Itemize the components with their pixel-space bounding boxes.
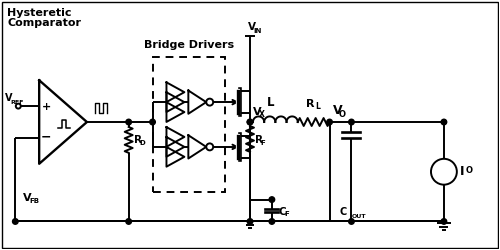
- Text: R: R: [255, 135, 263, 145]
- Text: Bridge Drivers: Bridge Drivers: [144, 40, 234, 50]
- Circle shape: [150, 119, 156, 125]
- Text: F: F: [284, 211, 289, 217]
- Text: V: V: [332, 104, 342, 117]
- Text: +: +: [42, 102, 51, 112]
- Circle shape: [431, 159, 457, 185]
- Text: O: O: [466, 166, 473, 175]
- Text: R: R: [306, 99, 314, 109]
- Text: X: X: [258, 110, 264, 119]
- Circle shape: [247, 119, 253, 125]
- Text: I: I: [460, 165, 464, 178]
- Circle shape: [12, 219, 18, 224]
- Circle shape: [441, 219, 446, 224]
- Text: R: R: [134, 135, 141, 145]
- Circle shape: [441, 119, 446, 125]
- Circle shape: [327, 119, 332, 125]
- Circle shape: [247, 119, 253, 125]
- Text: V: V: [6, 93, 13, 103]
- Text: D: D: [139, 140, 145, 146]
- Text: C: C: [279, 206, 286, 216]
- Text: V: V: [24, 192, 32, 202]
- Circle shape: [16, 104, 21, 108]
- Text: Hysteretic: Hysteretic: [8, 8, 72, 18]
- Text: −: −: [41, 130, 51, 143]
- Text: L: L: [267, 96, 274, 109]
- Text: C: C: [339, 208, 346, 218]
- Text: FB: FB: [29, 198, 39, 203]
- Circle shape: [206, 144, 213, 150]
- Circle shape: [126, 219, 132, 224]
- Text: F: F: [260, 140, 265, 146]
- Text: IN: IN: [253, 28, 262, 34]
- Circle shape: [269, 219, 274, 224]
- Text: Comparator: Comparator: [8, 18, 82, 28]
- Circle shape: [348, 119, 354, 125]
- Text: L: L: [315, 102, 320, 111]
- Circle shape: [348, 219, 354, 224]
- Circle shape: [269, 197, 274, 202]
- Text: REF: REF: [10, 100, 24, 105]
- Circle shape: [247, 219, 253, 224]
- Text: OUT: OUT: [352, 214, 366, 220]
- Text: V: V: [253, 107, 262, 117]
- Text: O: O: [338, 110, 345, 119]
- Text: V: V: [248, 22, 256, 32]
- Circle shape: [126, 119, 132, 125]
- Circle shape: [206, 99, 213, 105]
